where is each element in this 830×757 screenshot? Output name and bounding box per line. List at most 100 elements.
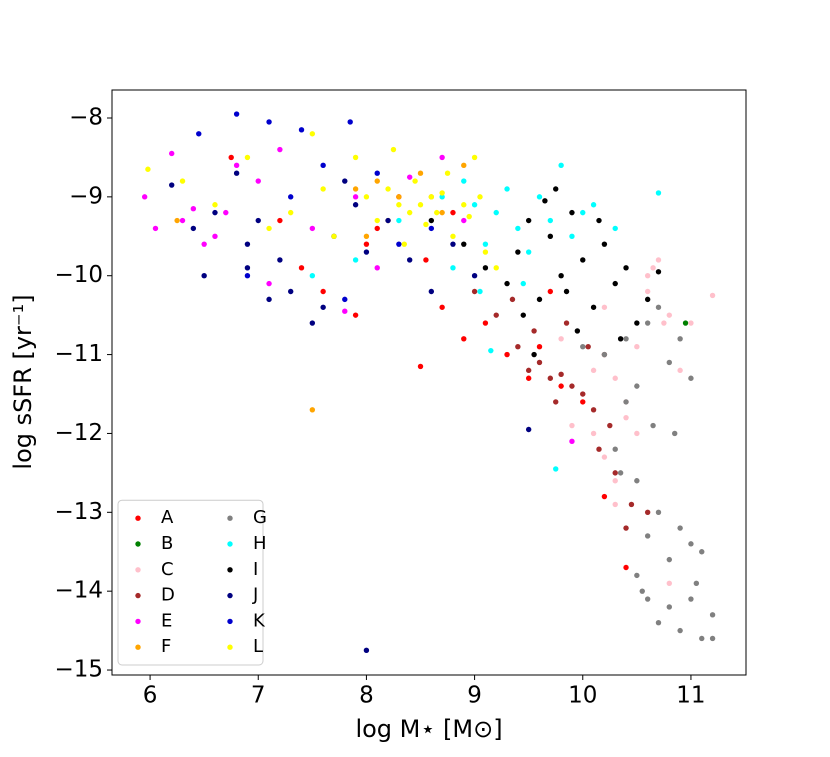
point [520, 312, 526, 318]
legend-marker [227, 567, 233, 573]
point [277, 257, 283, 263]
point [320, 186, 326, 192]
point [580, 209, 586, 216]
point [655, 620, 662, 626]
legend-label: F [161, 636, 171, 657]
y-tick-label: −9 [69, 183, 103, 209]
point [309, 131, 316, 137]
point [688, 375, 694, 381]
point [623, 336, 629, 342]
point [709, 612, 716, 618]
point [428, 288, 435, 295]
point [644, 296, 651, 303]
point [152, 225, 159, 232]
point [547, 217, 554, 224]
legend-marker [135, 515, 141, 521]
point [488, 347, 494, 354]
point [509, 296, 516, 303]
point [590, 304, 597, 310]
point [374, 217, 380, 224]
point [672, 430, 678, 437]
point [612, 446, 618, 452]
point [482, 241, 489, 247]
point [623, 265, 629, 271]
point [590, 407, 597, 413]
point [531, 351, 537, 358]
x-tick-label: 10 [568, 683, 597, 709]
legend-label: G [253, 507, 267, 528]
point [536, 359, 543, 366]
point [244, 154, 251, 161]
legend-label: K [253, 610, 266, 631]
point [417, 170, 424, 176]
point [558, 371, 564, 377]
point [266, 119, 272, 125]
point [288, 194, 294, 200]
point [352, 312, 359, 318]
point [352, 257, 359, 263]
point [266, 296, 272, 303]
point [596, 217, 602, 224]
point [553, 399, 559, 405]
point [347, 119, 353, 125]
point [466, 213, 472, 220]
point [623, 564, 629, 571]
point [558, 336, 564, 342]
legend-marker [227, 592, 233, 599]
point [482, 249, 489, 255]
point [244, 273, 251, 279]
point [320, 288, 326, 295]
point [525, 249, 532, 255]
point [363, 194, 370, 200]
y-tick-label: −11 [54, 341, 103, 367]
point [644, 596, 651, 602]
point [288, 209, 294, 216]
point [644, 288, 651, 295]
point [342, 296, 348, 303]
point [352, 154, 359, 161]
y-tick-label: −14 [54, 578, 103, 604]
point [406, 174, 413, 180]
point [298, 127, 305, 133]
point [309, 273, 316, 279]
point [612, 501, 618, 508]
point [677, 336, 683, 342]
point [374, 225, 380, 232]
point [666, 604, 673, 610]
point [201, 273, 207, 279]
y-tick-label: −10 [54, 262, 103, 288]
point [471, 202, 478, 208]
point [374, 265, 380, 271]
point [493, 312, 499, 318]
point [612, 470, 618, 476]
point [536, 343, 543, 350]
point [617, 336, 624, 342]
point [477, 194, 483, 200]
y-tick-label: −13 [54, 499, 103, 525]
point [439, 194, 445, 200]
point [553, 466, 559, 472]
point [428, 225, 435, 232]
point [504, 280, 510, 287]
point [352, 202, 359, 208]
point [515, 343, 521, 350]
point [601, 351, 608, 358]
point [401, 241, 407, 247]
point [569, 209, 575, 216]
point [628, 501, 635, 508]
point [585, 343, 591, 350]
point [196, 131, 202, 137]
legend-label: A [161, 507, 174, 528]
point [607, 422, 613, 429]
point [471, 154, 478, 161]
point [655, 257, 662, 263]
point [233, 170, 240, 176]
point [634, 430, 640, 437]
x-tick-label: 6 [143, 683, 158, 709]
point [439, 190, 445, 196]
point [298, 265, 305, 271]
point [493, 209, 499, 216]
point [634, 478, 640, 484]
point [412, 178, 418, 184]
point [688, 541, 694, 547]
